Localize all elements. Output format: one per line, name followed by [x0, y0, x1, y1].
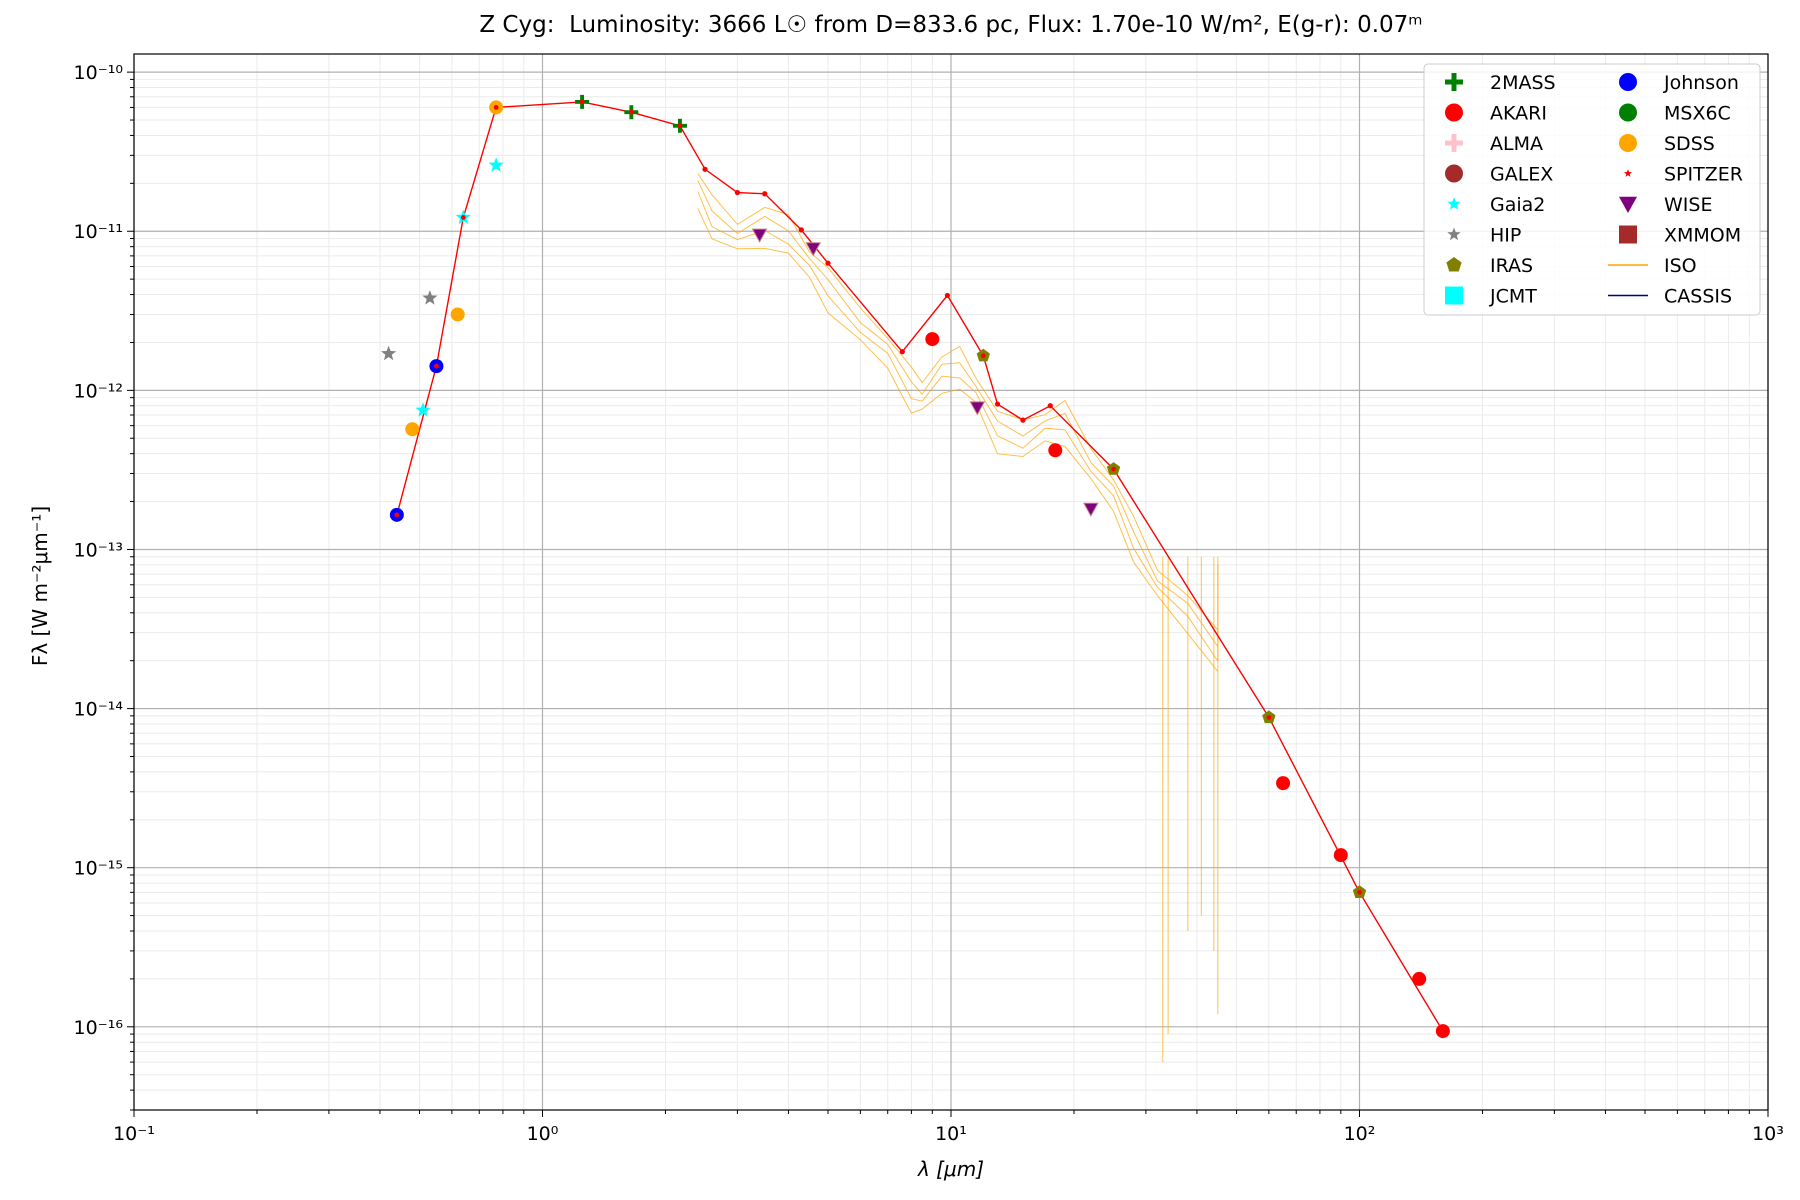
iso-spectrum-line — [697, 191, 1219, 662]
model-overlay-dot — [798, 227, 804, 233]
data-point-sdss — [450, 307, 465, 322]
data-point-wise — [805, 242, 822, 257]
legend-box — [1423, 63, 1761, 316]
model-sed — [394, 99, 1446, 1034]
data-point-gaia2 — [488, 157, 504, 172]
legend-marker-johnson — [1619, 73, 1637, 91]
legend — [1423, 63, 1761, 316]
legend-marker-galex — [1445, 164, 1463, 183]
model-overlay-dot — [677, 123, 683, 129]
iso-spectrum-line — [697, 207, 1219, 672]
y-tick-label: 10⁻¹² — [74, 380, 123, 402]
legend-marker-xmmom — [1619, 225, 1637, 244]
axis-ticks — [127, 71, 1769, 1117]
data-point-hip — [422, 290, 438, 305]
x-tick-label: 10¹ — [935, 1123, 967, 1145]
x-axis-label: λ [μm] — [917, 1157, 984, 1181]
data-point-wise — [969, 401, 986, 416]
title-flux: Flux: 1.70e-10 W/m², — [1027, 12, 1270, 38]
legend-marker-jcmt — [1445, 286, 1463, 305]
legend-marker-alma — [1445, 134, 1463, 152]
legend-label-wise: WISE — [1664, 194, 1712, 216]
legend-marker-gaia2 — [1447, 197, 1461, 210]
legend-label-iso: ISO — [1664, 255, 1697, 277]
data-point-akari — [1276, 776, 1291, 791]
legend-marker-sdss — [1619, 134, 1637, 152]
data-point-sdss — [405, 422, 420, 437]
data-point-gaia2 — [415, 402, 431, 417]
x-tick-label: 10⁰ — [527, 1123, 559, 1145]
legend-label-msx6c: MSX6C — [1664, 103, 1731, 125]
y-tick-label: 10⁻¹¹ — [74, 221, 123, 243]
model-overlay-dot — [1266, 715, 1272, 720]
y-tick-label: 10⁻¹⁵ — [74, 858, 123, 880]
legend-label-gaia2: Gaia2 — [1490, 194, 1545, 216]
model-overlay-dot — [394, 512, 400, 518]
model-overlay-dot — [628, 109, 634, 115]
model-overlay-dot — [1357, 889, 1362, 895]
data-point-wise — [1083, 502, 1099, 517]
x-tick-label: 10³ — [1752, 1123, 1784, 1145]
data-point-akari — [925, 332, 940, 347]
legend-label-sdss: SDSS — [1664, 133, 1715, 155]
model-overlay-dot — [434, 363, 439, 369]
chart-title: Z Cyg: Luminosity: 3666 L☉ from D=833.6 … — [134, 12, 1768, 38]
title-distance: from D=833.6 pc, — [814, 12, 1021, 38]
model-overlay-dot — [825, 260, 831, 266]
model-overlay-dot — [1020, 417, 1026, 423]
data-point-hip — [381, 345, 397, 361]
title-star: Z Cyg: — [479, 12, 555, 38]
legend-label-akari: AKARI — [1490, 103, 1547, 125]
legend-label-iras: IRAS — [1490, 255, 1533, 277]
title-reddening: E(g-r): 0.07ᵐ — [1277, 12, 1423, 38]
model-overlay-dot — [1440, 1028, 1446, 1034]
legend-marker-akari — [1445, 103, 1463, 122]
legend-marker-2mass — [1445, 73, 1463, 91]
legend-marker-spitzer — [1624, 169, 1632, 177]
legend-label-galex: GALEX — [1490, 164, 1553, 186]
legend-marker-iras — [1446, 257, 1462, 272]
model-overlay-dot — [735, 190, 740, 195]
y-axis-label: Fλ [W m⁻²μm⁻¹] — [28, 505, 52, 667]
legend-marker-hip — [1447, 227, 1461, 241]
x-tick-label: 10⁻¹ — [113, 1123, 155, 1145]
model-overlay-dot — [945, 293, 950, 298]
model-overlay-dot — [1111, 466, 1116, 472]
model-overlay-dot — [899, 349, 905, 355]
model-sed-line — [396, 101, 1444, 1032]
legend-label-spitzer: SPITZER — [1664, 164, 1743, 186]
data-point-akari — [1333, 848, 1348, 863]
model-overlay-dot — [980, 353, 986, 359]
legend-marker-wise — [1619, 196, 1637, 213]
iso-spectra — [697, 173, 1219, 1063]
legend-label-xmmom: XMMOM — [1664, 225, 1741, 247]
photometry-points — [381, 94, 1450, 1039]
legend-label-johnson: Johnson — [1663, 72, 1739, 94]
y-tick-label: 10⁻¹⁰ — [74, 62, 123, 84]
legend-marker-msx6c — [1619, 103, 1637, 122]
iso-spectrum-line — [697, 173, 1219, 631]
title-luminosity: Luminosity: 3666 L☉ — [569, 12, 808, 38]
model-overlay-dot — [493, 105, 499, 110]
model-overlay-dot — [579, 99, 585, 105]
data-point-akari — [1412, 971, 1427, 986]
y-tick-label: 10⁻¹⁴ — [74, 699, 124, 721]
model-overlay-dot — [702, 166, 708, 172]
model-overlay-dot — [762, 191, 768, 197]
legend-label-cassis: CASSIS — [1664, 286, 1732, 308]
data-point-akari — [1048, 443, 1063, 458]
model-overlay-dot — [460, 215, 466, 220]
y-tick-label: 10⁻¹³ — [74, 539, 123, 561]
legend-label-hip: HIP — [1490, 225, 1521, 247]
legend-label-jcmt: JCMT — [1489, 286, 1537, 308]
model-overlay-dot — [995, 401, 1000, 407]
legend-label-alma: ALMA — [1490, 133, 1543, 155]
legend-label-2mass: 2MASS — [1490, 72, 1556, 94]
data-point-wise — [751, 228, 768, 243]
y-tick-label: 10⁻¹⁶ — [74, 1017, 123, 1039]
iso-spectrum-line — [697, 180, 1219, 647]
x-tick-label: 10² — [1344, 1123, 1376, 1145]
model-overlay-dot — [1047, 403, 1053, 409]
